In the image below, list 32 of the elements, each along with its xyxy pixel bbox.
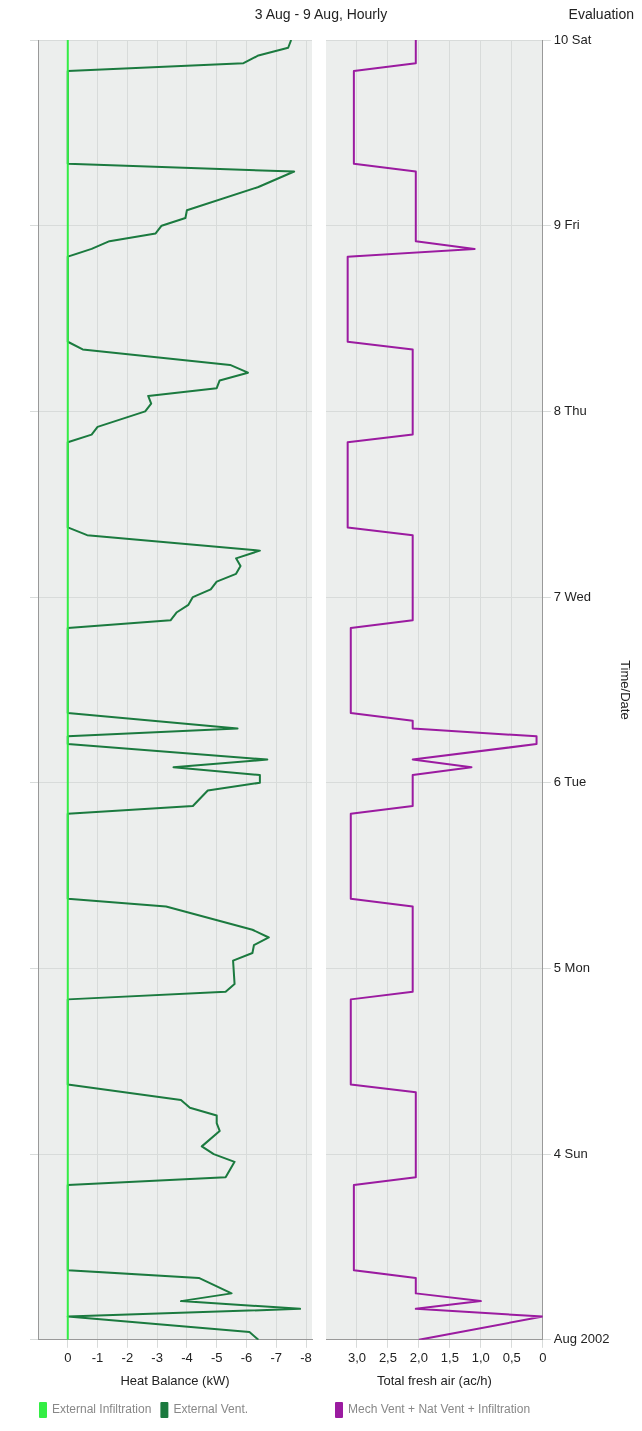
legend-label: Mech Vent + Nat Vent + Infiltration	[348, 1402, 531, 1417]
y-tick-label: 10 Sat	[553, 31, 592, 47]
y-tick-label: 8 Thu	[553, 402, 587, 418]
y-tick-label: 7 Wed	[553, 588, 592, 604]
x-tick-label: -8	[300, 1350, 312, 1366]
y-tick-label: 5 Mon	[553, 960, 590, 976]
y-tick-label: Aug 2002	[553, 1331, 610, 1347]
x-tick-label: -3	[151, 1350, 163, 1366]
x-tick-label: -7	[270, 1350, 283, 1366]
x-tick-label: -2	[121, 1350, 134, 1366]
text: Evaluation	[568, 6, 634, 22]
x-tick-label: 0	[64, 1350, 72, 1366]
legend-label: External Infiltration	[52, 1402, 152, 1417]
x-axis-title: Total fresh air (ac/h)	[376, 1372, 492, 1388]
x-tick-label: 3,0	[347, 1350, 366, 1366]
x-tick-label: 2,5	[378, 1350, 397, 1366]
legend-label: External Vent.	[173, 1402, 249, 1417]
x-tick-label: 1,0	[471, 1350, 490, 1366]
x-tick-label: -1	[91, 1350, 104, 1366]
x-tick-label: -6	[240, 1350, 253, 1366]
x-tick-label: 0	[539, 1350, 547, 1366]
x-tick-label: -4	[181, 1350, 193, 1366]
x-tick-label: 0,5	[502, 1350, 521, 1366]
y-tick-label: 4 Sun	[553, 1145, 588, 1161]
y-tick-label: 6 Tue	[553, 774, 587, 790]
x-tick-label: 2,0	[409, 1350, 428, 1366]
y-axis-title: Time/Date	[617, 660, 633, 720]
x-axis-title: Heat Balance (kW)	[120, 1372, 230, 1388]
x-tick-label: 1,5	[440, 1350, 459, 1366]
chart-title: 3 Aug - 9 Aug, Hourly	[254, 6, 388, 22]
x-tick-label: -5	[210, 1350, 223, 1366]
y-tick-label: 9 Fri	[553, 217, 580, 233]
